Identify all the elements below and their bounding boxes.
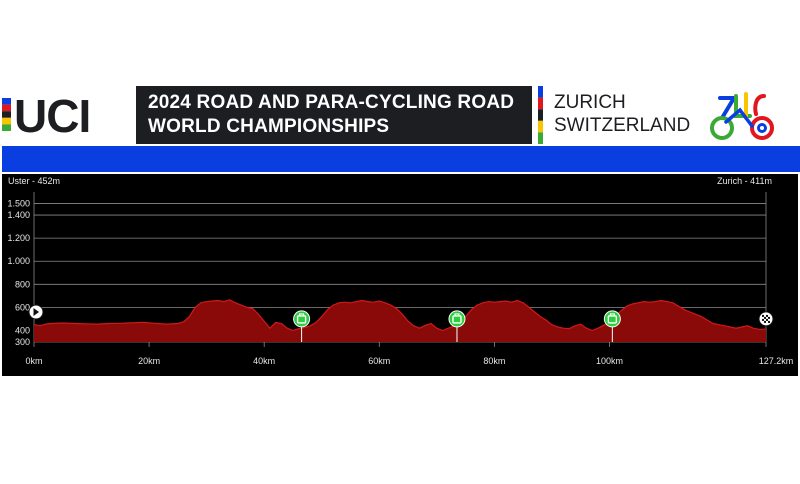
y-tick-label: 1.000 xyxy=(7,256,30,266)
start-label: Uster - 452m xyxy=(8,176,61,186)
route-markers xyxy=(28,304,774,342)
elevation-line xyxy=(33,299,767,332)
profile-area xyxy=(33,299,767,342)
rainbow-stripe xyxy=(538,86,543,144)
event-title-line-1: 2024 ROAD AND PARA-CYCLING ROAD xyxy=(148,92,515,113)
host-city: ZURICH xyxy=(554,92,626,113)
y-tick-label: 1.400 xyxy=(7,210,30,220)
x-tick-labels: 0km 20km 40km 60km 80km 100km 127.2km xyxy=(25,342,793,366)
y-tick-label: 1.200 xyxy=(7,233,30,243)
end-label: Zurich - 411m xyxy=(717,176,772,186)
elevation-area xyxy=(34,299,766,342)
svg-text:UCI: UCI xyxy=(14,92,90,138)
y-tick-label: 400 xyxy=(15,325,30,335)
finish-marker-icon xyxy=(758,311,774,327)
feed-zone-marker-icon xyxy=(448,310,466,342)
uci-logo: UCI xyxy=(2,92,91,138)
y-tick-label: 800 xyxy=(15,279,30,289)
x-tick-label: 100km xyxy=(596,356,623,366)
y-tick-label: 1.500 xyxy=(7,199,30,209)
start-marker-icon xyxy=(28,304,44,320)
event-title-box: 2024 ROAD AND PARA-CYCLING ROAD WORLD CH… xyxy=(136,86,532,144)
x-tick-label: 0km xyxy=(25,356,42,366)
x-tick-label: 127.2km xyxy=(759,356,794,366)
elevation-profile-chart: 300 400 600 800 1.000 1.200 1.400 1.500 0km 20km… xyxy=(2,174,798,376)
feed-zone-marker-icon xyxy=(293,310,311,342)
x-tick-label: 80km xyxy=(483,356,505,366)
feed-zone-marker-icon xyxy=(603,310,621,342)
x-tick-label: 40km xyxy=(253,356,275,366)
header-blue-bar xyxy=(2,146,800,172)
zurich-2024-logo-icon xyxy=(710,92,774,140)
y-tick-label: 600 xyxy=(15,302,30,312)
host-country: SWITZERLAND xyxy=(554,115,691,136)
y-tick-label: 300 xyxy=(15,337,30,347)
x-tick-label: 60km xyxy=(368,356,390,366)
event-header: UCI 2024 ROAD AND PARA-CYCLING ROAD WORL… xyxy=(0,82,800,146)
x-tick-label: 20km xyxy=(138,356,160,366)
event-title-line-2: WORLD CHAMPIONSHIPS xyxy=(148,116,390,137)
